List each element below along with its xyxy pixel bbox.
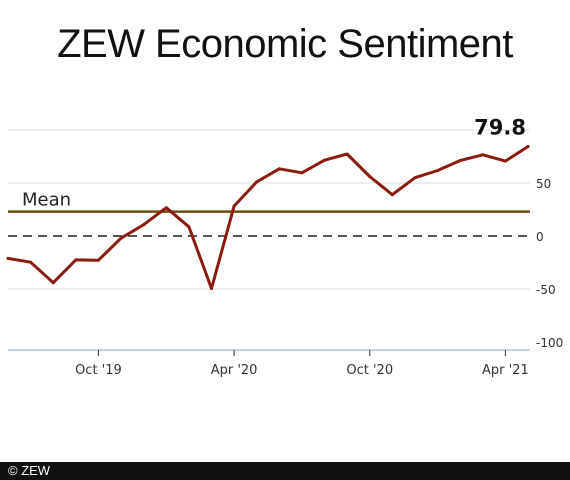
x-tick-label: Oct '20: [346, 363, 393, 378]
mean-label: Mean: [22, 190, 71, 211]
data-point: [142, 223, 146, 227]
y-tick-label: -100: [536, 336, 563, 350]
data-point: [51, 281, 55, 285]
data-point: [232, 204, 236, 208]
y-tick-label: -50: [536, 283, 556, 297]
data-point: [436, 169, 440, 172]
data-point: [390, 193, 394, 197]
data-point: [210, 287, 213, 290]
data-point: [323, 158, 326, 162]
data-point: [29, 260, 33, 264]
data-point: [119, 236, 123, 240]
data-point: [277, 167, 281, 171]
data-point: [458, 159, 462, 162]
data-point: [413, 176, 417, 180]
x-tick-label: Apr '21: [482, 363, 529, 378]
copyright-text: © ZEW: [8, 463, 51, 478]
data-point: [6, 256, 10, 260]
reference-lines: [8, 210, 530, 237]
chart-title: ZEW Economic Sentiment: [57, 22, 513, 66]
data-point: [300, 171, 304, 175]
last-value-label: 79.8: [474, 116, 526, 140]
data-point: [368, 175, 372, 178]
x-tick-label: Oct '19: [75, 363, 122, 378]
y-tick-label: 50: [536, 177, 551, 191]
data-point: [96, 258, 100, 262]
series-layer: [6, 145, 530, 290]
data-point: [74, 258, 78, 262]
label-layer: 50 0 -50 -100 Oct '19 Apr '20 Oct '20 Apr '21 Me…: [22, 116, 563, 378]
x-tick-label: Apr '20: [211, 363, 258, 378]
data-point: [187, 225, 191, 229]
y-tick-label: 0: [536, 230, 544, 244]
data-point: [481, 153, 485, 157]
sentiment-series-line: [6, 145, 530, 290]
footer-bar: © ZEW: [0, 462, 570, 480]
data-point: [255, 180, 259, 184]
data-point: [526, 145, 530, 148]
line-chart: 50 0 -50 -100 Oct '19 Apr '20 Oct '20 Apr '21 Me…: [6, 116, 563, 378]
data-point: [345, 152, 349, 156]
grid-lines: [8, 129, 530, 356]
data-point: [503, 159, 507, 163]
data-point: [164, 206, 168, 210]
